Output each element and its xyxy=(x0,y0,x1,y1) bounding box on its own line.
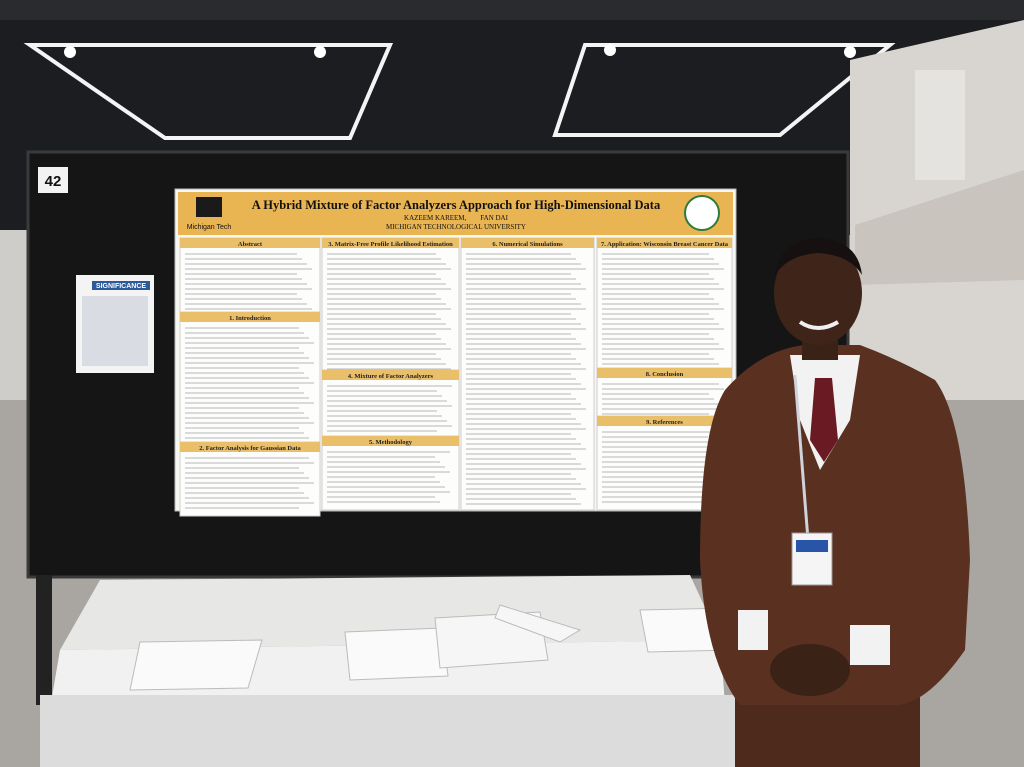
light-frame xyxy=(552,43,896,137)
flyer-body xyxy=(82,296,148,366)
table-skirt xyxy=(40,695,740,767)
section-heading-bar xyxy=(597,368,732,378)
section-heading: Abstract xyxy=(238,241,263,248)
society-logo xyxy=(684,195,720,231)
ceiling-light xyxy=(844,46,856,58)
poster-sections: Abstract 1. Introduction 2. Factor Analysi… xyxy=(179,237,733,517)
section-body xyxy=(179,441,321,517)
ceiling-light xyxy=(604,44,616,56)
section-heading-bar xyxy=(322,436,459,446)
person xyxy=(700,238,970,767)
hair xyxy=(775,238,862,275)
booth-number-card xyxy=(38,167,68,193)
ceiling-light xyxy=(314,46,326,58)
tie xyxy=(810,378,838,462)
section-body xyxy=(321,369,460,445)
light-frame xyxy=(23,43,394,140)
section-heading: 8. Conclusion xyxy=(646,371,684,378)
section-heading: 2. Factor Analysis for Gaussian Data xyxy=(199,445,301,452)
section-body xyxy=(321,237,460,379)
section-heading: 9. References xyxy=(646,419,683,426)
flyer-banner xyxy=(92,281,150,290)
ceiling-truss xyxy=(0,0,1024,20)
head xyxy=(774,241,862,345)
section-body xyxy=(179,237,321,323)
lanyard xyxy=(793,374,810,541)
column xyxy=(915,70,965,180)
balcony xyxy=(855,170,1024,285)
section-heading: 4. Mixture of Factor Analyzers xyxy=(348,373,434,380)
handout xyxy=(129,639,263,691)
section-heading: 3. Matrix-Free Profile Likelihood Estima… xyxy=(328,241,453,248)
board-leg xyxy=(36,575,52,705)
handout xyxy=(344,627,449,681)
booth-number: 42 xyxy=(45,173,62,190)
poster-title: A Hybrid Mixture of Factor Analyzers App… xyxy=(252,198,661,212)
section-heading: 6. Numerical Simulations xyxy=(492,241,563,248)
handout xyxy=(494,604,582,643)
logo-mark xyxy=(196,197,222,217)
smile xyxy=(798,320,840,330)
cuff xyxy=(738,610,768,650)
cuff xyxy=(850,625,890,665)
poster-header xyxy=(178,192,733,235)
section-heading: 1. Introduction xyxy=(229,315,271,322)
section-heading-bar xyxy=(322,238,459,248)
section-heading-bar xyxy=(180,238,320,248)
poster-affiliation: MICHIGAN TECHNOLOGICAL UNIVERSITY xyxy=(386,223,526,231)
section-heading-bar xyxy=(597,416,732,426)
section-heading: 7. Application: Wisconsin Breast Cancer … xyxy=(601,241,729,248)
section-heading-bar xyxy=(180,312,320,322)
badge-logo xyxy=(796,540,828,552)
section-body xyxy=(321,435,460,511)
wall xyxy=(0,230,30,410)
poster-authors: KAZEEM KAREEM, FAN DAI xyxy=(404,214,509,222)
flyer-title: SIGNIFICANCE xyxy=(96,283,147,290)
hands xyxy=(770,644,850,696)
section-heading-bar xyxy=(180,442,320,452)
section-heading-bar xyxy=(322,370,459,380)
logo-text: Michigan Tech xyxy=(187,224,232,231)
section-heading: 5. Methodology xyxy=(369,439,413,446)
ceiling-light xyxy=(64,46,76,58)
section-heading-bar xyxy=(461,238,594,248)
section-heading-bar xyxy=(597,238,732,248)
